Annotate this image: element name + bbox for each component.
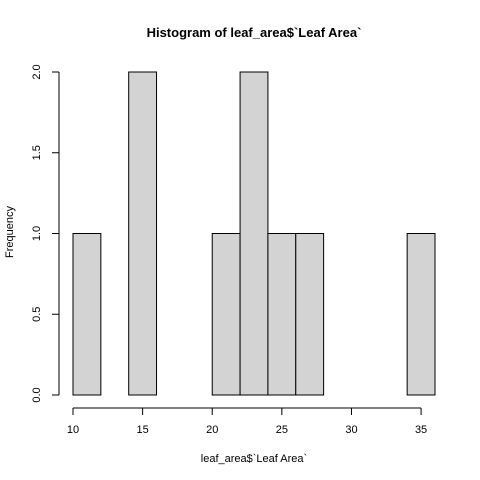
x-axis-tick-label-1: 15 — [136, 424, 148, 436]
x-axis-tick-label-4: 30 — [345, 424, 357, 436]
chart-title: Histogram of leaf_area$`Leaf Area` — [147, 25, 362, 40]
y-axis-label: Frequency — [4, 206, 16, 258]
histogram-bar-5 — [211, 233, 241, 396]
x-axis-tick-label-2: 20 — [206, 424, 218, 436]
x-axis-tick-label-0: 10 — [67, 424, 79, 436]
histogram-bar-0 — [72, 233, 102, 396]
histogram-bar-2 — [128, 71, 158, 396]
y-axis-tick-label-0: 0.0 — [31, 387, 43, 402]
histogram-bar-12 — [406, 233, 436, 396]
x-axis: 10 15 20 25 30 35 — [67, 407, 427, 436]
x-axis-label: leaf_area$`Leaf Area` — [201, 453, 307, 465]
histogram-bar-7 — [267, 233, 297, 396]
y-axis-tick-label-1: 0.5 — [31, 307, 43, 322]
histogram-bar-8 — [295, 233, 325, 396]
y-axis: 0.0 0.5 1.0 1.5 2.0 — [31, 64, 60, 403]
y-axis-tick-label-2: 1.0 — [31, 226, 43, 241]
histogram-bar-6 — [239, 71, 269, 396]
x-axis-tick-label-5: 35 — [415, 424, 427, 436]
y-axis-tick-label-4: 2.0 — [31, 64, 43, 79]
bars-layer — [72, 71, 436, 396]
y-axis-tick-label-3: 1.5 — [31, 145, 43, 160]
x-axis-tick-label-3: 25 — [276, 424, 288, 436]
